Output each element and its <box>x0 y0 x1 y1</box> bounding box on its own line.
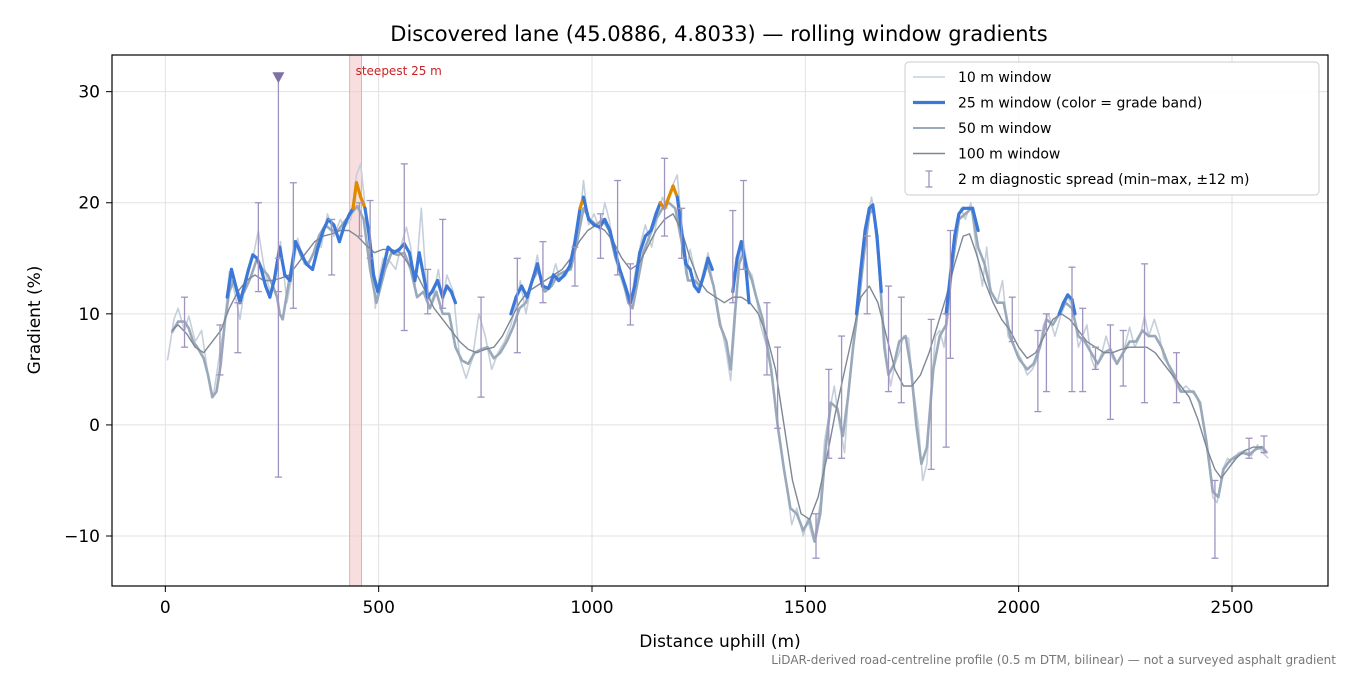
series-25m-segment <box>449 290 458 305</box>
series-25m-segment <box>342 212 352 227</box>
series-25m-segment <box>628 284 637 305</box>
series-25m-segment <box>351 181 359 210</box>
x-tick-label: 500 <box>362 598 394 618</box>
y-axis-label: Gradient (%) <box>25 266 45 375</box>
x-tick-label: 2000 <box>997 598 1040 618</box>
plot-frame <box>111 54 1329 587</box>
footnote: LiDAR-derived road-centreline profile (0… <box>771 653 1336 667</box>
legend: 10 m window 25 m window (color = grade ba… <box>904 61 1320 196</box>
y-tick-label: 10 <box>78 305 100 325</box>
series-25m-segment <box>654 201 662 216</box>
series-25m-segment <box>1057 301 1066 316</box>
y-tick-label: −10 <box>64 527 100 547</box>
chart-title: Discovered lane (45.0886, 4.8033) — roll… <box>390 22 1047 46</box>
series-25m-segment <box>688 267 697 288</box>
series-50m-line <box>170 201 1268 543</box>
series-25m-segment <box>638 234 647 255</box>
legend-label: 2 m diagnostic spread (min–max, ±12 m) <box>958 172 1249 188</box>
series-25m-segment <box>381 245 390 271</box>
series-25m-segment <box>246 253 255 271</box>
x-tick-label: 1500 <box>784 598 827 618</box>
series-25m-segment <box>299 251 308 266</box>
series-25m-segment <box>238 284 246 305</box>
series-25m-segment <box>568 240 577 268</box>
series-25m-segment <box>573 206 582 244</box>
series-25m-segment <box>608 228 618 255</box>
series-25m-segment <box>675 195 684 233</box>
series-25m-segment <box>417 251 426 277</box>
series-25m-segment <box>863 206 871 233</box>
series-25m-segment <box>376 267 385 294</box>
series-25m-segment <box>229 267 238 288</box>
series-25m-segment <box>332 223 342 244</box>
steepest-span <box>349 54 362 587</box>
series-25m-segment <box>509 295 518 316</box>
legend-label: 50 m window <box>958 121 1051 137</box>
series-25m-segment <box>618 267 627 288</box>
series-25m-segment <box>310 245 320 271</box>
series-25m-segment <box>354 181 363 199</box>
series-25m-segment <box>871 203 879 238</box>
series-25m-segment <box>268 278 276 299</box>
series-25m-segment <box>970 206 980 233</box>
series-25m-segment <box>421 273 430 299</box>
series-25m-segment <box>671 184 679 199</box>
series-25m-segment <box>679 228 688 266</box>
series-25m-segment <box>875 234 883 294</box>
series-25m-segment <box>944 273 953 316</box>
series-25m-segment <box>706 256 714 271</box>
x-tick-label: 2500 <box>1210 598 1253 618</box>
series-25m-segment <box>316 228 325 249</box>
x-tick-label: 0 <box>160 598 171 618</box>
series-25m-segment <box>293 240 303 255</box>
legend-label: 25 m window (color = grade band) <box>958 96 1202 112</box>
series-25m-segment <box>407 251 417 283</box>
outlier-marker <box>272 72 285 84</box>
series-25m-segment <box>435 278 445 299</box>
steepest-span-label: steepest 25 m <box>356 64 442 78</box>
series-25m-segment <box>525 278 534 299</box>
series-25m-segment <box>278 245 287 277</box>
series-25m-segment <box>854 267 863 316</box>
series-25m-segment <box>546 273 556 290</box>
legend-label: 100 m window <box>958 147 1060 163</box>
series-25m-segment <box>948 234 957 277</box>
series-25m-segment <box>259 267 268 288</box>
series-25m-segment <box>603 217 612 233</box>
series-25m-segment <box>321 217 330 233</box>
series-25m-segment <box>242 267 251 288</box>
legend-label: 10 m window <box>958 70 1051 86</box>
series-25m-segment <box>337 223 347 244</box>
series-25m-segment <box>562 264 572 277</box>
series-25m-segment <box>702 256 710 277</box>
series-25m-segment <box>662 195 671 210</box>
series-100m-line <box>171 213 1262 520</box>
x-axis: 0 500 1000 1500 2000 2500 <box>160 586 1254 618</box>
series-25m-segment <box>633 251 642 288</box>
series-25m-segment <box>953 212 961 238</box>
series-25m-segment <box>859 228 867 271</box>
series-25m-segment <box>535 262 545 288</box>
series-25m-segment <box>743 262 751 305</box>
x-tick-label: 1000 <box>570 598 613 618</box>
legend-box <box>904 61 1320 196</box>
y-tick-label: 0 <box>89 416 100 436</box>
y-tick-label: 20 <box>78 194 100 214</box>
y-axis: −10 0 10 20 30 <box>64 83 112 547</box>
series-25m-segment <box>225 267 234 299</box>
series-25m-segment <box>697 273 706 294</box>
series-25m-segment <box>731 256 739 294</box>
series-25m-segment <box>363 206 371 238</box>
series-25m-segment <box>581 195 591 222</box>
series-25m-segment <box>441 284 449 299</box>
series-25m-segment <box>402 242 411 255</box>
series-25m-segment <box>649 212 658 233</box>
y-tick-label: 30 <box>78 83 100 103</box>
x-axis-label: Distance uphill (m) <box>639 632 800 652</box>
